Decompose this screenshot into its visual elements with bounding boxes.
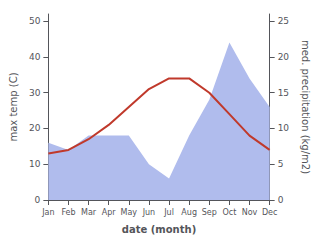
svg-text:Sep: Sep	[202, 208, 217, 217]
svg-text:15: 15	[278, 88, 289, 98]
svg-text:Feb: Feb	[61, 208, 75, 217]
svg-text:date (month): date (month)	[122, 224, 196, 235]
svg-text:0: 0	[278, 195, 284, 205]
svg-text:0: 0	[35, 195, 41, 205]
svg-text:25: 25	[278, 16, 289, 26]
svg-text:20: 20	[29, 123, 41, 133]
svg-text:40: 40	[29, 52, 41, 62]
svg-text:max temp (C): max temp (C)	[8, 72, 19, 141]
svg-text:Apr: Apr	[102, 208, 117, 217]
svg-text:Mar: Mar	[81, 208, 97, 217]
svg-text:50: 50	[29, 16, 41, 26]
svg-text:Jan: Jan	[41, 208, 54, 217]
svg-text:May: May	[121, 208, 138, 217]
svg-text:Jun: Jun	[142, 208, 156, 217]
svg-text:Aug: Aug	[181, 208, 197, 217]
svg-text:med. precipitation (kg/m2): med. precipitation (kg/m2)	[300, 40, 311, 174]
svg-text:Oct: Oct	[222, 208, 236, 217]
svg-text:30: 30	[29, 88, 41, 98]
svg-text:Dec: Dec	[262, 208, 277, 217]
svg-text:Nov: Nov	[242, 208, 258, 217]
svg-text:10: 10	[278, 123, 290, 133]
svg-text:10: 10	[29, 159, 41, 169]
svg-text:20: 20	[278, 52, 290, 62]
svg-text:Jul: Jul	[163, 208, 174, 217]
svg-text:5: 5	[278, 159, 284, 169]
